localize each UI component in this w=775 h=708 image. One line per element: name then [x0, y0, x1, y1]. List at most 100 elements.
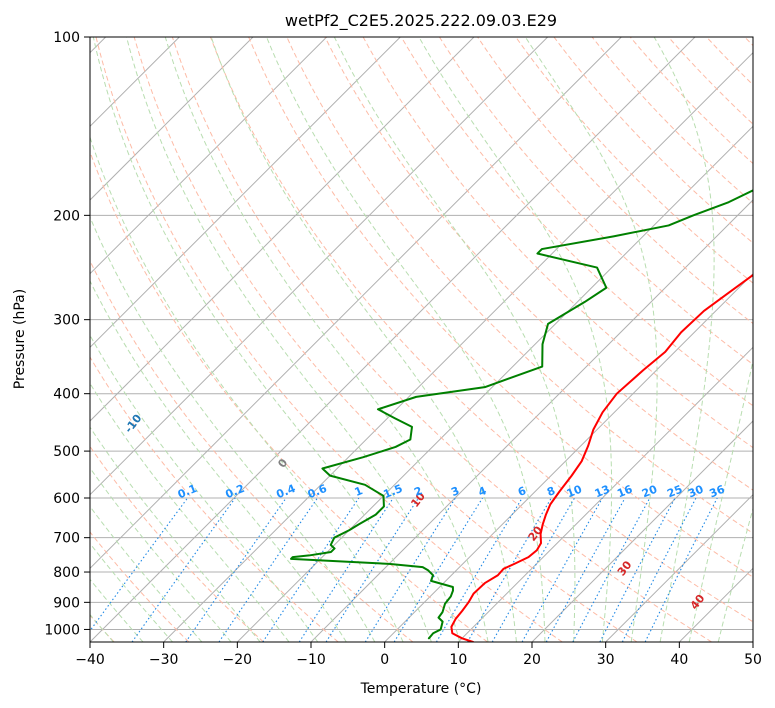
y-tick-label: 800: [53, 565, 80, 581]
temperature-profile-line: [450, 273, 753, 642]
moist-adiabat-line: [717, 506, 753, 642]
moist-adiabat-line: [418, 37, 613, 642]
y-tick-label: 100: [53, 30, 80, 46]
moist-adiabat-line: [653, 37, 715, 642]
x-tick-label: −40: [75, 652, 105, 668]
moist-adiabat-line: [90, 382, 290, 642]
dry-adiabat-line: [400, 37, 753, 407]
isotherm-line: [90, 37, 401, 349]
y-axis-title: Pressure (hPa): [12, 289, 28, 389]
isotherm-line: [384, 272, 753, 642]
moist-adiabat-line: [333, 37, 576, 642]
moist-adiabat-line: [90, 135, 404, 642]
dry-adiabat-line: [90, 150, 488, 642]
dry-adiabat-line: [515, 37, 753, 284]
mixing-ratio-line: [644, 497, 718, 642]
dry-adiabat-line: [324, 37, 753, 491]
y-tick-label: 600: [53, 491, 80, 507]
x-tick-label: 10: [449, 652, 467, 668]
mixing-ratio-label: 13: [593, 483, 612, 501]
y-tick-label: 300: [53, 313, 80, 329]
y-tick-label: 900: [53, 595, 80, 611]
mixing-ratio-line: [364, 497, 456, 642]
mixing-ratio-line: [621, 497, 697, 642]
moist-adiabat-line: [90, 467, 232, 642]
reference-line-labels: -100-90-80-70-60-50-40-30-20-10010203040…: [122, 412, 727, 612]
x-axis-ticks: −40 −30 −20 −10 0 10 20 30 40 50: [75, 642, 762, 668]
y-tick-label: 500: [53, 444, 80, 460]
y-tick-label: 700: [53, 531, 80, 547]
y-tick-label: 200: [53, 208, 80, 224]
isotherm-line: [605, 493, 753, 642]
isotherm-line: [531, 420, 753, 642]
plot-area: -100-90-80-70-60-50-40-30-20-10010203040…: [90, 37, 753, 642]
isobar-gridlines: [90, 37, 753, 630]
dry-adiabat-line: [439, 37, 753, 366]
mixing-ratio-label: 16: [615, 483, 634, 501]
dry-adiabat-line: [90, 445, 264, 642]
moist-adiabat-line: [164, 37, 489, 642]
mixing-ratio-line: [435, 497, 523, 642]
dry-adiabat-line: [210, 37, 753, 623]
x-tick-label: −10: [296, 652, 326, 668]
x-tick-label: 40: [670, 652, 688, 668]
isotherm-line: [90, 37, 475, 422]
dry-adiabat-line: [133, 37, 638, 642]
isotherm-line: [457, 346, 753, 642]
moist-adiabat-line: [524, 37, 658, 642]
y-tick-label: 1000: [44, 622, 80, 638]
mixing-ratio-label: 20: [640, 483, 659, 501]
moist-adiabat-line: [126, 37, 461, 642]
x-tick-label: −30: [149, 652, 179, 668]
dewpoint-profile-line: [290, 189, 753, 640]
dry-adiabat-line: [248, 37, 753, 578]
moist-adiabat-line: [688, 358, 753, 642]
dry-adiabat-line: [90, 259, 414, 642]
moist-adiabat-line: [92, 37, 432, 642]
mixing-ratio-label: 8: [545, 484, 557, 499]
isotherm-line: [163, 51, 753, 642]
mixing-ratio-label: 25: [665, 483, 684, 501]
isotherm-line: [90, 37, 696, 642]
x-tick-label: 20: [523, 652, 541, 668]
isotherm-line: [90, 37, 549, 496]
y-axis-ticks: 100 200 300 400 500 600 700 800 900 1000: [44, 30, 90, 638]
y-tick-label: 400: [53, 387, 80, 403]
mixing-ratio-label: 3: [449, 484, 461, 499]
mixing-ratio-line: [131, 497, 236, 642]
mixing-ratio-line: [545, 497, 626, 642]
moist-adiabat-line: [90, 215, 376, 642]
moist-adiabat-line: [210, 37, 517, 642]
x-tick-label: −20: [223, 652, 253, 668]
mixing-ratio-label: 36: [708, 483, 727, 501]
moist-adiabats: [90, 37, 753, 642]
x-axis-title: Temperature (°C): [360, 681, 482, 697]
mixing-ratio-line: [599, 497, 676, 642]
dry-adiabats: [90, 37, 753, 642]
x-tick-label: 30: [597, 652, 615, 668]
x-tick-label: 50: [744, 652, 762, 668]
mixing-ratio-line: [262, 497, 360, 642]
chart-title: wetPf2_C2E5.2025.222.09.03.E29: [285, 11, 557, 31]
dry-adiabat-line: [90, 356, 339, 642]
mixing-ratio-line: [90, 497, 189, 632]
dry-adiabat-line: [171, 37, 712, 642]
isotherm-line: [90, 37, 254, 201]
mixing-ratio-label: 2: [412, 484, 424, 499]
moist-adiabat-line: [90, 426, 261, 642]
x-tick-label: 0: [380, 652, 389, 668]
mixing-ratio-line: [572, 497, 651, 642]
dry-adiabat-line: [90, 531, 190, 642]
sounding-profiles: [290, 189, 753, 642]
dry-adiabat-line: [95, 37, 563, 642]
isotherm-line: [90, 37, 328, 275]
isotherm-line: [236, 125, 753, 642]
plot-frame: [89, 36, 754, 643]
moist-adiabat-line: [266, 37, 546, 642]
moist-adiabat-line: [90, 334, 319, 642]
skewed-isotherms: [90, 37, 753, 642]
mixing-ratio-label: 30: [686, 483, 705, 501]
mixing-ratio-label: 10: [565, 483, 584, 501]
